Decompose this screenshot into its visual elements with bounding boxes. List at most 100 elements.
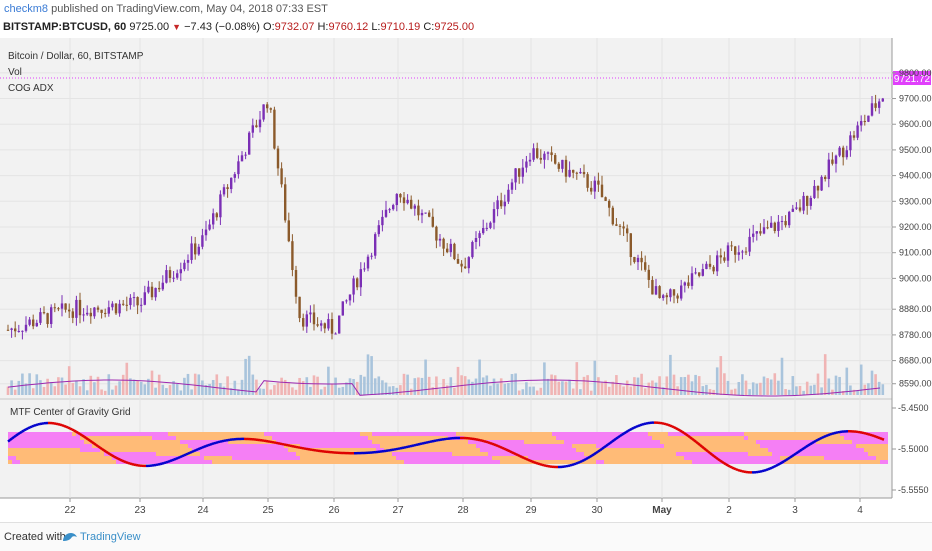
cog-grid-cell (820, 444, 824, 448)
cog-grid-cell (876, 444, 880, 448)
cog-grid-cell (624, 456, 628, 460)
cog-line-segment (486, 442, 488, 443)
cog-grid-cell (768, 452, 772, 456)
volume-bar (590, 391, 593, 395)
cog-grid-cell (344, 444, 348, 448)
volume-bar (219, 383, 222, 395)
cog-line-segment (596, 452, 598, 453)
cog-grid-cell (356, 460, 360, 464)
cog-line-segment (86, 438, 88, 439)
cog-grid-cell (296, 440, 300, 444)
cog-grid-cell (64, 444, 68, 448)
cog-grid-cell (664, 436, 668, 440)
cog-grid-cell (640, 460, 644, 464)
cog-grid-cell (632, 432, 636, 436)
cog-grid-cell (652, 456, 656, 460)
cog-grid-cell (24, 448, 28, 452)
cog-line-segment (90, 441, 92, 442)
tradingview-link[interactable]: TradingView (80, 531, 141, 543)
chart-frame[interactable]: 9721.72 Bitcoin / Dollar, 60, BITSTAMP V… (0, 38, 932, 522)
cog-line-segment (504, 449, 506, 450)
volume-bar (241, 380, 244, 395)
candle-body (676, 296, 678, 299)
cog-grid-cell (412, 436, 416, 440)
cog-grid-cell (312, 436, 316, 440)
cog-grid-cell (612, 432, 616, 436)
cog-grid-cell (420, 452, 424, 456)
cog-grid-cell (184, 460, 188, 464)
cog-grid-cell (280, 436, 284, 440)
cog-grid-cell (628, 444, 632, 448)
cog-grid-cell (100, 456, 104, 460)
cog-grid-cell (780, 452, 784, 456)
cog-grid-cell (84, 432, 88, 436)
volume-bar (39, 380, 42, 395)
cog-grid-cell (676, 460, 680, 464)
volume-bar (738, 382, 741, 395)
chart-svg[interactable]: 9721.72 Bitcoin / Dollar, 60, BITSTAMP V… (0, 38, 932, 522)
cog-grid-cell (760, 440, 764, 444)
cog-grid-cell (540, 436, 544, 440)
cog-line-segment (814, 441, 816, 442)
indicator-axis[interactable]: -5.4500-5.5000-5.5550 (892, 403, 929, 495)
cog-grid-cell (296, 432, 300, 436)
cog-grid-cell (36, 448, 40, 452)
cog-grid-cell (700, 436, 704, 440)
candle-body (482, 228, 484, 233)
cog-grid-cell (48, 436, 52, 440)
cog-grid-cell (100, 432, 104, 436)
volume-bar (846, 368, 849, 395)
cog-grid-cell (392, 436, 396, 440)
cog-grid-cell (436, 456, 440, 460)
volume-bar (108, 374, 111, 395)
indicator-title[interactable]: MTF Center of Gravity Grid (10, 407, 131, 418)
cog-grid-cell (832, 436, 836, 440)
cog-grid-cell (360, 448, 364, 452)
cog-grid-cell (496, 440, 500, 444)
cog-line-segment (540, 464, 542, 465)
cog-grid-cell (460, 448, 464, 452)
cog-grid-cell (748, 444, 752, 448)
candle-body (298, 297, 300, 318)
cog-grid-cell (448, 448, 452, 452)
tradingview-logo-icon (62, 530, 78, 543)
volume-bar (799, 386, 802, 395)
volume-bar (360, 375, 363, 395)
cog-grid-cell (872, 452, 876, 456)
candle-body (464, 266, 466, 268)
volume-bar (576, 362, 579, 395)
cog-grid-cell (52, 448, 56, 452)
cog-grid-cell (304, 456, 308, 460)
cog-grid-cell (816, 452, 820, 456)
cog-grid-cell (884, 456, 888, 460)
cog-line-segment (694, 440, 696, 442)
cog-grid-cell (316, 456, 320, 460)
cog-grid-cell (756, 460, 760, 464)
candle-body (43, 312, 45, 313)
price-axis[interactable]: 9800.009700.009600.009500.009400.009300.… (892, 68, 932, 389)
volume-bar (759, 383, 762, 395)
author-link[interactable]: checkm8 (4, 3, 48, 15)
candle-body (835, 156, 837, 164)
cog-grid-cell (800, 440, 804, 444)
legend-cog-adx[interactable]: COG ADX (8, 83, 54, 94)
candle-body (385, 210, 387, 217)
legend-series[interactable]: Bitcoin / Dollar, 60, BITSTAMP (8, 51, 144, 62)
cog-line-segment (878, 437, 880, 438)
candle-body (874, 103, 876, 108)
cog-grid-cell (144, 460, 148, 464)
cog-grid-cell (496, 456, 500, 460)
volume-bar (532, 387, 535, 395)
cog-grid-cell (208, 432, 212, 436)
cog-grid-cell (592, 436, 596, 440)
legend-vol[interactable]: Vol (8, 67, 22, 78)
volume-bar (810, 386, 813, 395)
cog-grid-cell (708, 432, 712, 436)
cog-grid-cell (876, 448, 880, 452)
volume-bar (280, 378, 283, 395)
cog-grid-cell (608, 452, 612, 456)
volume-bar (57, 377, 60, 395)
cog-grid-cell (308, 436, 312, 440)
cog-grid-cell (24, 452, 28, 456)
